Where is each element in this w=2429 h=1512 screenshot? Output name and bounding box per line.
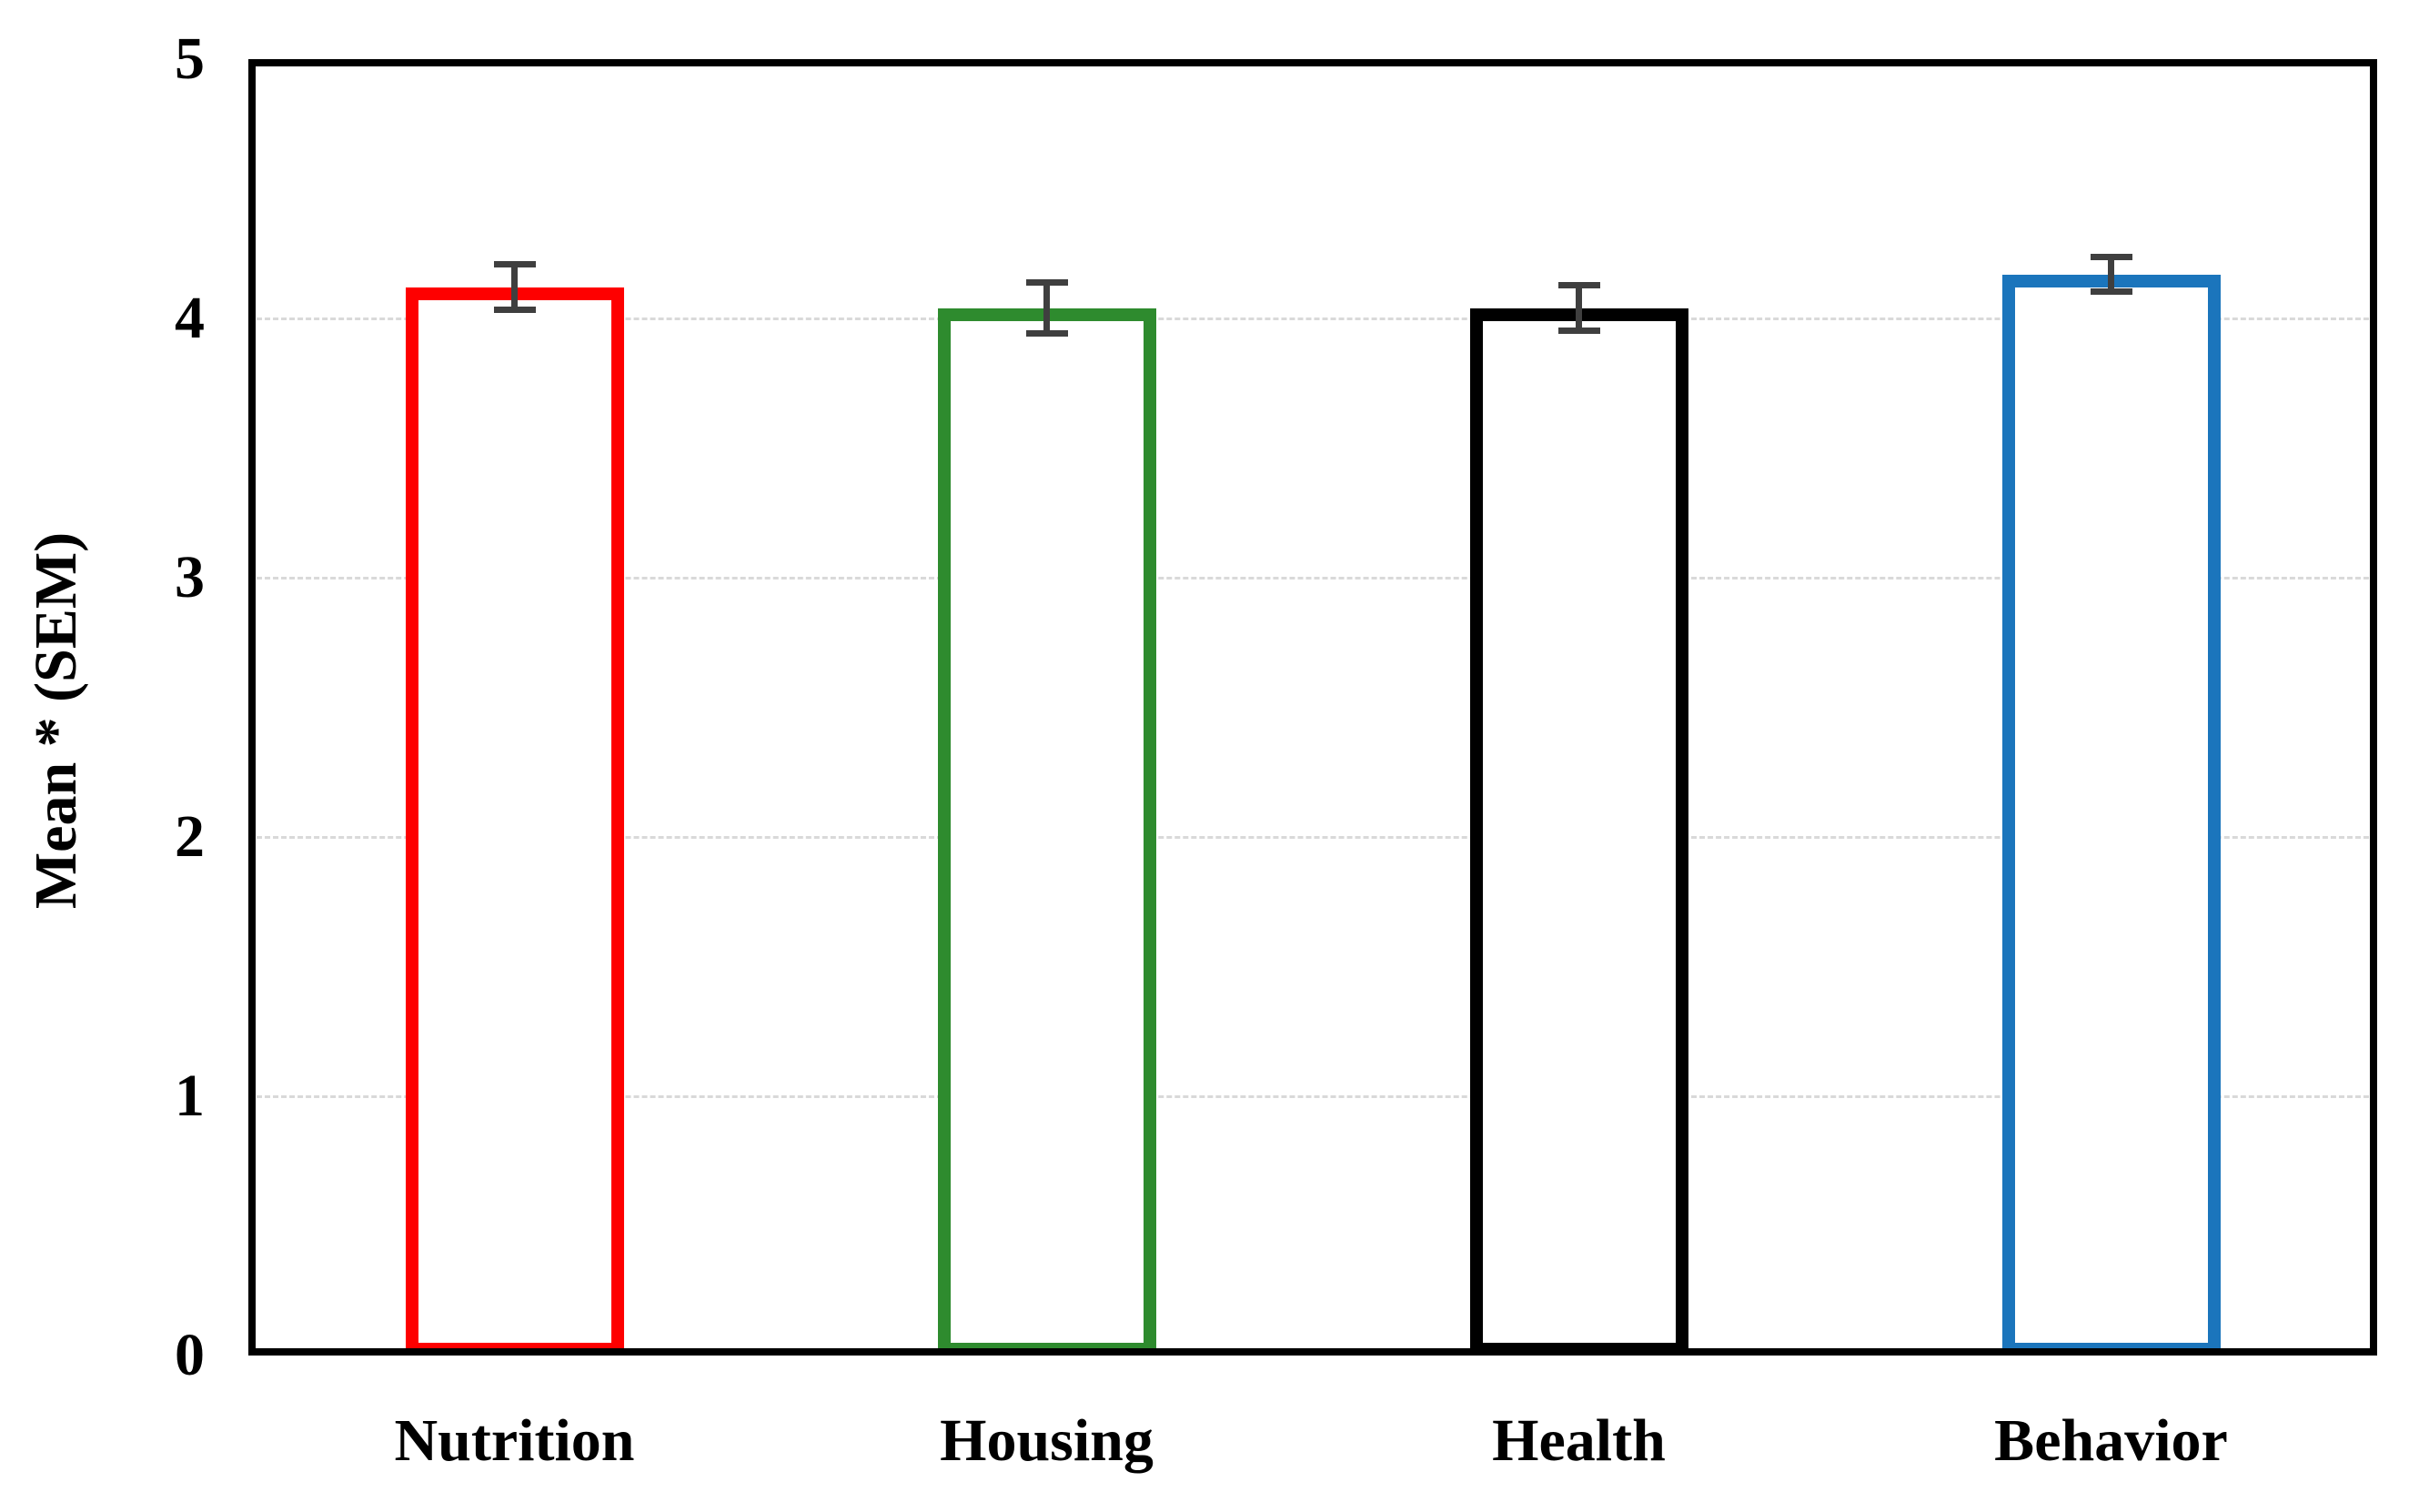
x-category-label-behavior: Behavior xyxy=(1994,1407,2228,1474)
bar-nutrition xyxy=(405,287,624,1356)
y-tick-label: 3 xyxy=(175,544,205,610)
x-category-label-housing: Housing xyxy=(940,1407,1154,1474)
bar-housing xyxy=(937,307,1156,1356)
error-bar-behavior xyxy=(2090,253,2132,296)
error-bar-line xyxy=(511,261,518,314)
bar-health xyxy=(1469,307,1688,1356)
y-tick-label: 0 xyxy=(175,1322,205,1388)
error-bar-cap xyxy=(2090,288,2132,296)
error-bar-cap xyxy=(493,261,536,268)
plot-area xyxy=(248,59,2377,1356)
error-bar-line xyxy=(1576,282,1582,335)
y-tick-label: 1 xyxy=(175,1063,205,1129)
y-axis-title-text: Mean * (SEM) xyxy=(23,531,89,910)
error-bar-cap xyxy=(1025,279,1068,287)
error-bar-housing xyxy=(1025,279,1068,337)
error-bar-line xyxy=(1043,279,1050,337)
error-bar-cap xyxy=(2090,253,2132,260)
error-bar-health xyxy=(1557,282,1600,335)
y-tick-label: 5 xyxy=(175,25,205,92)
error-bar-cap xyxy=(493,307,536,314)
error-bar-line xyxy=(2108,253,2114,296)
y-tick-label: 4 xyxy=(175,285,205,351)
gridline xyxy=(248,317,2377,320)
y-tick-label: 2 xyxy=(175,803,205,870)
gridline xyxy=(248,1094,2377,1098)
x-category-label-nutrition: Nutrition xyxy=(394,1407,635,1474)
error-bar-cap xyxy=(1557,328,1600,335)
gridline xyxy=(248,576,2377,580)
x-category-label-health: Health xyxy=(1492,1407,1666,1474)
error-bar-cap xyxy=(1557,282,1600,289)
error-bar-cap xyxy=(1025,329,1068,337)
gridline xyxy=(248,835,2377,839)
bar-behavior xyxy=(2001,274,2221,1356)
error-bar-nutrition xyxy=(493,261,536,314)
